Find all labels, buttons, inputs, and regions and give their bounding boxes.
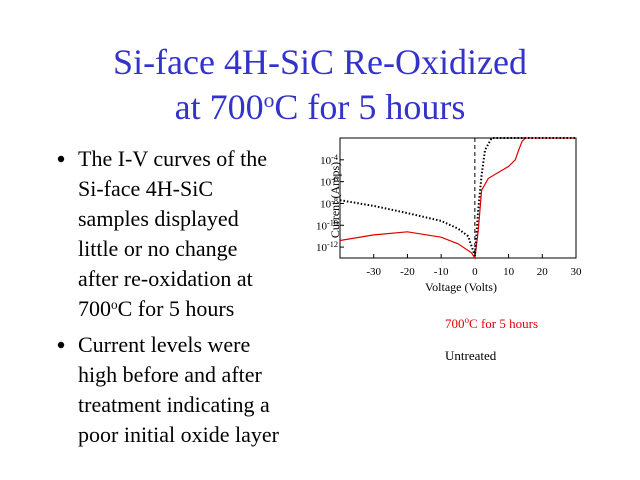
y-tick-label: 10-12 [316, 240, 338, 255]
tick-exponent: -4 [331, 152, 338, 161]
text-segment: little or no change [78, 236, 237, 261]
text-segment: high before and after [78, 362, 263, 387]
plot-frame [339, 137, 577, 259]
text-line: Si-face 4H-SiC [78, 176, 213, 201]
y-axis-label: Current (Amps) [328, 162, 342, 238]
text-segment: C for 5 hours [274, 87, 465, 127]
text-segment: C for 5 hours [118, 296, 235, 321]
tick-base: 10 [316, 220, 328, 232]
text-line: 700oC for 5 hours [78, 296, 234, 321]
tick-base: 10 [320, 177, 332, 189]
tick-exponent: -10 [327, 218, 338, 227]
text-line: at 700oC for 5 hours [175, 87, 466, 127]
superscript: o [465, 315, 470, 325]
text-segment: treatment indicating a [78, 392, 270, 417]
x-tick-label: 30 [571, 266, 583, 278]
tick-exponent: -8 [331, 196, 338, 205]
tick-exponent: -6 [331, 174, 338, 183]
x-tick-label: -10 [434, 266, 449, 278]
text-segment: after re-oxidation at [78, 266, 253, 291]
tick-base: 10 [316, 242, 328, 254]
text-line: samples displayed [78, 206, 239, 231]
tick-base: 10 [320, 155, 332, 167]
text-line: little or no change [78, 236, 237, 261]
text-segment: Current levels were [78, 332, 250, 357]
superscript: o [111, 297, 118, 312]
text-line: treatment indicating a [78, 392, 270, 417]
y-tick-label: 10-4 [320, 152, 338, 167]
x-tick-label: -30 [366, 266, 381, 278]
text-line: The I-V curves of the [78, 146, 267, 171]
text-segment: The I-V curves of the [78, 146, 267, 171]
text-line: Si-face 4H-SiC Re-Oxidized [113, 42, 527, 82]
text-segment: poor initial oxide layer [78, 422, 280, 447]
y-tick-label: 10-8 [320, 196, 338, 211]
text-segment: C for 5 hours [469, 316, 538, 331]
text-segment: Si-face 4H-SiC Re-Oxidized [113, 42, 527, 82]
x-axis-label: Voltage (Volts) [425, 280, 497, 294]
x-tick-label: -20 [400, 266, 415, 278]
text-segment: 700 [78, 296, 111, 321]
data-line [339, 137, 576, 257]
x-tick-label: 20 [537, 266, 549, 278]
legend-entry: Untreated [445, 348, 497, 363]
text-segment: at 700 [175, 87, 264, 127]
text-line: Current levels were [78, 332, 250, 357]
x-tick-label: 0 [472, 266, 478, 278]
bullet-dot [57, 155, 65, 163]
y-tick-label: 10-6 [320, 174, 338, 189]
text-line: high before and after [78, 362, 263, 387]
text-segment: samples displayed [78, 206, 239, 231]
y-tick-label: 10-10 [316, 218, 338, 233]
x-tick-label: 10 [503, 266, 515, 278]
text-segment: Si-face 4H-SiC [78, 176, 213, 201]
bullet-dot [57, 341, 65, 349]
text-segment: 700 [445, 316, 465, 331]
tick-base: 10 [320, 198, 332, 210]
text-segment: Untreated [445, 348, 497, 363]
text-line: poor initial oxide layer [78, 422, 280, 447]
legend-entry: 700oC for 5 hours [445, 315, 538, 331]
data-line [339, 137, 576, 260]
text-line: after re-oxidation at [78, 266, 253, 291]
superscript: o [264, 88, 275, 112]
tick-exponent: -12 [327, 240, 338, 249]
